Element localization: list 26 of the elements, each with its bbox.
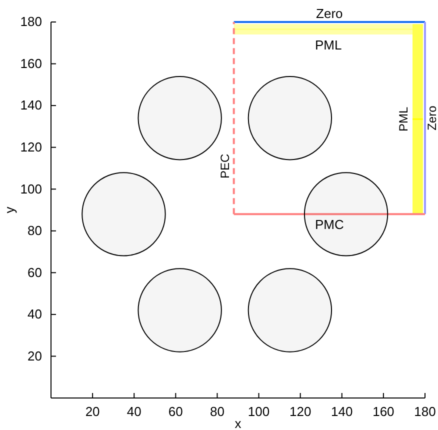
series-label: Zero <box>316 6 343 21</box>
y-tick-label: 120 <box>20 139 42 154</box>
x-tick-label: 80 <box>210 404 224 420</box>
x-tick-label: 120 <box>289 404 312 420</box>
x-tick-label: 160 <box>372 404 394 420</box>
text: PML <box>396 106 411 132</box>
series-label: PMC <box>314 217 344 232</box>
series-label: PML <box>315 38 342 53</box>
x-tick-label: 140 <box>331 404 353 420</box>
x-tick-label: 180 <box>414 404 436 420</box>
y-tick-label: 160 <box>20 56 42 71</box>
text: PEC <box>218 153 232 178</box>
y-tick-label: 60 <box>28 264 42 280</box>
x-axis-title: x <box>234 416 242 430</box>
x-tick-label: 20 <box>85 404 100 420</box>
x-tick-label: 40 <box>126 404 142 420</box>
y-axis-title: y <box>2 206 17 214</box>
y-tick-label: 20 <box>28 348 42 364</box>
text: Zero <box>425 105 438 130</box>
y-tick-label: 80 <box>28 223 42 238</box>
x-tick-label: 60 <box>168 404 183 420</box>
y-tick-label: 40 <box>28 306 42 322</box>
y-tick-label: 180 <box>20 14 42 30</box>
y-tick-label: 100 <box>20 181 42 196</box>
x-tick-label: 100 <box>248 404 270 420</box>
y-tick-label: 140 <box>20 98 42 113</box>
